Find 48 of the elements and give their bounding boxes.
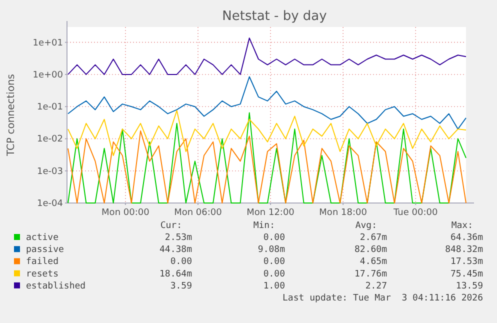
x-tick-label: Mon 06:00 bbox=[174, 208, 222, 218]
text: 0.00 bbox=[263, 233, 285, 243]
text: 18.64m bbox=[159, 269, 192, 280]
text: 0.00 bbox=[263, 257, 285, 268]
text: 0.00 bbox=[170, 257, 192, 268]
text: 75.45m bbox=[450, 269, 483, 280]
text: Cur: bbox=[160, 221, 182, 231]
text: 2.27 bbox=[365, 281, 387, 292]
text: 82.60m bbox=[354, 245, 387, 256]
text: 44.38m bbox=[159, 245, 192, 256]
line-series bbox=[68, 76, 466, 130]
line-series bbox=[68, 38, 466, 75]
text: 2.67m bbox=[360, 233, 387, 243]
x-tick-label: Mon 18:00 bbox=[319, 208, 368, 218]
line-series bbox=[68, 130, 466, 204]
text: 3.59 bbox=[170, 281, 192, 292]
text: Min: bbox=[253, 221, 275, 231]
line-series bbox=[68, 110, 466, 156]
text: 13.59 bbox=[456, 281, 483, 292]
line-series bbox=[68, 112, 466, 204]
chart-title: Netstat - by day bbox=[222, 9, 328, 24]
legend-label: failed bbox=[26, 257, 59, 268]
x-tick-label: Mon 12:00 bbox=[246, 208, 295, 218]
text: 4.65m bbox=[360, 257, 387, 268]
text: Last update: Tue Mar 3 04:11:16 2026 bbox=[282, 294, 483, 304]
text: 848.32m bbox=[445, 245, 483, 256]
text: 2.53m bbox=[164, 233, 192, 243]
text: 0.00 bbox=[263, 269, 285, 280]
y-axis-title: TCP connections bbox=[6, 74, 17, 158]
y-tick-label: 1e+01 bbox=[32, 38, 63, 48]
text: Avg: bbox=[355, 221, 377, 231]
legend-label: passive bbox=[26, 245, 64, 256]
y-tick-label: 1e-04 bbox=[37, 199, 64, 209]
text: Max: bbox=[451, 221, 473, 231]
text: 9.08m bbox=[258, 245, 285, 256]
y-tick-label: 1e+00 bbox=[32, 70, 64, 80]
y-tick-label: 1e-03 bbox=[37, 166, 63, 177]
text: 1.00 bbox=[263, 281, 285, 292]
x-tick-label: Mon 00:00 bbox=[102, 208, 150, 218]
text: 17.53m bbox=[450, 257, 483, 268]
x-tick-label: Tue 00:00 bbox=[392, 208, 438, 218]
text: 17.76m bbox=[354, 269, 387, 280]
legend-label: active bbox=[26, 233, 59, 243]
y-tick-label: 1e-01 bbox=[37, 102, 63, 113]
y-tick-label: 1e-02 bbox=[37, 134, 63, 145]
legend-label: established bbox=[26, 281, 86, 292]
legend-label: resets bbox=[26, 269, 59, 280]
text: 64.36m bbox=[450, 233, 483, 243]
